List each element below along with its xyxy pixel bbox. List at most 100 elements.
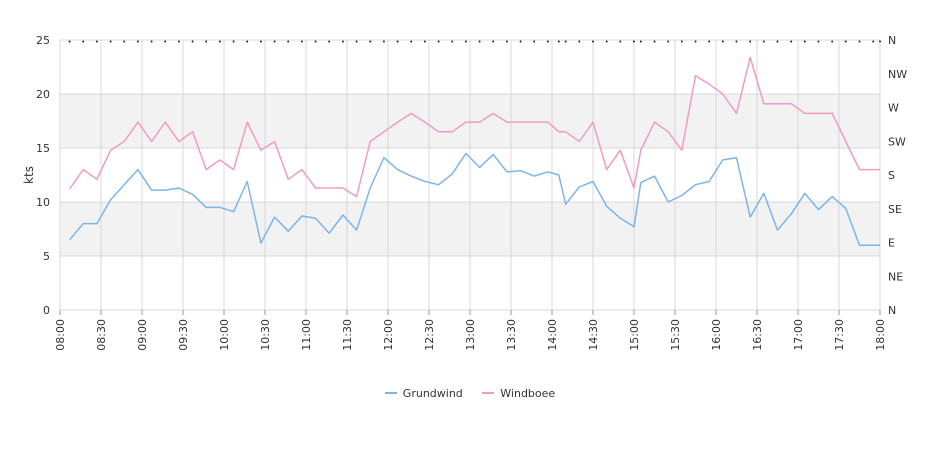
x-tick-label: 11:30 <box>341 319 354 351</box>
direction-marker <box>721 40 724 43</box>
direction-tick-label: SE <box>888 203 902 216</box>
direction-marker <box>546 40 549 43</box>
direction-marker <box>396 40 399 43</box>
direction-marker <box>300 40 303 43</box>
direction-marker <box>557 40 560 43</box>
x-tick-label: 13:30 <box>505 319 518 351</box>
direction-marker <box>749 40 752 43</box>
direction-marker <box>109 40 112 43</box>
series-line-windboee <box>68 56 880 198</box>
direction-marker <box>464 40 467 43</box>
direction-marker <box>177 40 180 43</box>
direction-marker <box>519 40 522 43</box>
direction-marker <box>762 40 765 43</box>
direction-marker <box>578 40 581 43</box>
direction-marker <box>708 40 711 43</box>
direction-tick-label: NW <box>888 68 907 81</box>
y-tick-label: 5 <box>43 250 50 263</box>
direction-marker <box>639 40 642 43</box>
legend: Grundwind Windboee <box>0 384 940 400</box>
y-axis-ticks: 0 5 10 15 20 25 <box>36 34 50 317</box>
direction-marker <box>136 40 139 43</box>
direction-marker <box>191 40 194 43</box>
legend-item-grundwind[interactable]: Grundwind <box>384 386 463 400</box>
x-tick-label: 15:30 <box>669 319 682 351</box>
x-tick-label: 10:00 <box>218 319 231 351</box>
direction-marker <box>341 40 344 43</box>
direction-tick-label: E <box>888 237 895 250</box>
x-tick-label: 12:00 <box>382 319 395 351</box>
direction-marker <box>605 40 608 43</box>
direction-marker <box>451 40 454 43</box>
x-axis-ticks: 08:00 08:30 09:00 09:30 10:00 10:30 11:00 11:30… <box>54 310 887 351</box>
direction-markers <box>68 40 881 43</box>
x-tick-label: 16:30 <box>751 319 764 351</box>
direction-marker <box>492 40 495 43</box>
x-tick-label: 10:30 <box>259 319 272 351</box>
direction-marker <box>259 40 262 43</box>
direction-marker <box>592 40 594 43</box>
direction-tick-label: NE <box>888 270 903 283</box>
y-tick-label: 15 <box>36 142 50 155</box>
direction-marker <box>872 40 875 43</box>
x-tick-label: 12:30 <box>423 319 436 351</box>
direction-tick-label: N <box>888 304 896 317</box>
direction-marker <box>95 40 98 43</box>
legend-item-windboee[interactable]: Windboee <box>482 387 555 400</box>
x-tick-label: 14:00 <box>546 319 559 351</box>
x-tick-label: 13:00 <box>464 319 477 351</box>
direction-tick-label: W <box>888 102 899 115</box>
direction-marker <box>505 40 508 43</box>
legend-label-windboee: Windboee <box>500 386 556 400</box>
direction-tick-label: S <box>888 169 895 182</box>
x-tick-label: 18:00 <box>874 319 887 351</box>
direction-marker <box>619 40 622 43</box>
direction-marker <box>533 40 536 43</box>
direction-marker <box>82 40 85 43</box>
direction-marker <box>633 40 635 43</box>
direction-marker <box>314 40 317 43</box>
direction-marker <box>410 40 413 43</box>
direction-marker <box>776 40 779 43</box>
direction-marker <box>246 40 249 43</box>
x-tick-label: 08:30 <box>95 319 108 351</box>
direction-marker <box>423 40 426 43</box>
x-tick-label: 11:00 <box>300 319 313 351</box>
direction-marker <box>205 40 208 43</box>
y-tick-label: 25 <box>36 34 50 47</box>
x-tick-label: 09:30 <box>177 319 190 351</box>
x-tick-label: 15:00 <box>628 319 641 351</box>
direction-marker <box>735 40 738 43</box>
direction-axis-ticks: N NW W SW S SE E NE N <box>888 34 907 317</box>
direction-marker <box>831 40 834 43</box>
direction-marker <box>694 40 697 43</box>
direction-tick-label: N <box>888 34 896 47</box>
y-axis-label: kts <box>22 166 36 184</box>
direction-marker <box>68 40 71 43</box>
direction-marker <box>123 40 126 43</box>
direction-marker <box>218 40 221 43</box>
x-tick-label: 08:00 <box>54 319 67 351</box>
series-line-grundwind <box>69 152 880 246</box>
direction-marker <box>382 40 385 43</box>
legend-swatch-grundwind <box>384 392 397 394</box>
direction-marker <box>653 40 656 43</box>
direction-marker <box>369 40 372 43</box>
direction-marker <box>667 40 670 43</box>
x-tick-label: 09:00 <box>136 319 149 351</box>
direction-marker <box>232 40 235 43</box>
y-tick-label: 20 <box>36 88 50 101</box>
direction-marker <box>164 40 167 43</box>
direction-marker <box>564 40 567 43</box>
direction-marker <box>858 40 861 43</box>
x-tick-label: 16:00 <box>710 319 723 351</box>
direction-marker <box>273 40 276 43</box>
legend-label-grundwind: Grundwind <box>402 386 463 400</box>
x-tick-label: 17:30 <box>833 319 846 351</box>
direction-marker <box>328 40 331 43</box>
series-lines <box>68 56 880 246</box>
direction-marker <box>844 40 847 43</box>
x-tick-label: 17:00 <box>792 319 805 351</box>
direction-marker <box>879 40 881 43</box>
